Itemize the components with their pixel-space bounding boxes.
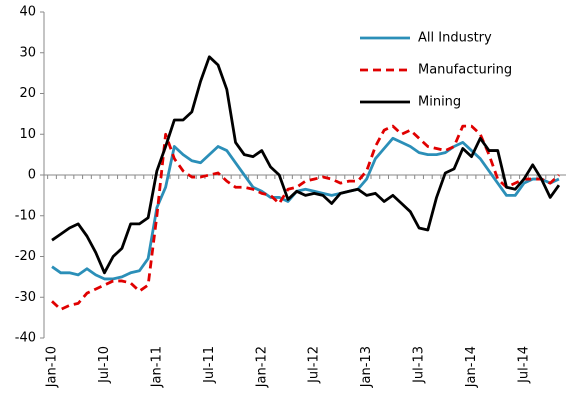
series-line bbox=[51, 55, 561, 275]
legend-label: Manufacturing bbox=[418, 63, 512, 78]
series-line bbox=[51, 136, 560, 281]
y-tick-label: 30 bbox=[19, 45, 36, 60]
x-tick-label: Jul-14 bbox=[516, 346, 531, 384]
x-tick-label: Jan-12 bbox=[254, 346, 269, 388]
y-tick-label: -10 bbox=[15, 208, 36, 223]
x-tick-label: Jan-14 bbox=[464, 346, 479, 388]
x-tick-label: Jan-11 bbox=[149, 346, 164, 388]
x-tick-label: Jul-11 bbox=[202, 346, 217, 384]
y-tick-label: 0 bbox=[28, 168, 36, 183]
y-tick-label: -40 bbox=[15, 331, 36, 346]
x-tick-label: Jan-13 bbox=[359, 346, 374, 388]
legend-label: All Industry bbox=[418, 31, 492, 46]
series-line bbox=[51, 124, 560, 311]
y-tick-label: -30 bbox=[15, 290, 36, 305]
y-tick-label: 10 bbox=[19, 127, 36, 142]
y-tick-label: 40 bbox=[19, 5, 36, 20]
x-tick-label: Jul-13 bbox=[412, 346, 427, 384]
x-tick-label: Jul-12 bbox=[307, 346, 322, 384]
y-tick-label: -20 bbox=[15, 249, 36, 264]
legend-label: Mining bbox=[418, 95, 461, 110]
y-tick-label: 20 bbox=[19, 86, 36, 101]
x-tick-label: Jul-10 bbox=[97, 346, 112, 384]
x-tick-label: Jan-10 bbox=[45, 346, 60, 388]
